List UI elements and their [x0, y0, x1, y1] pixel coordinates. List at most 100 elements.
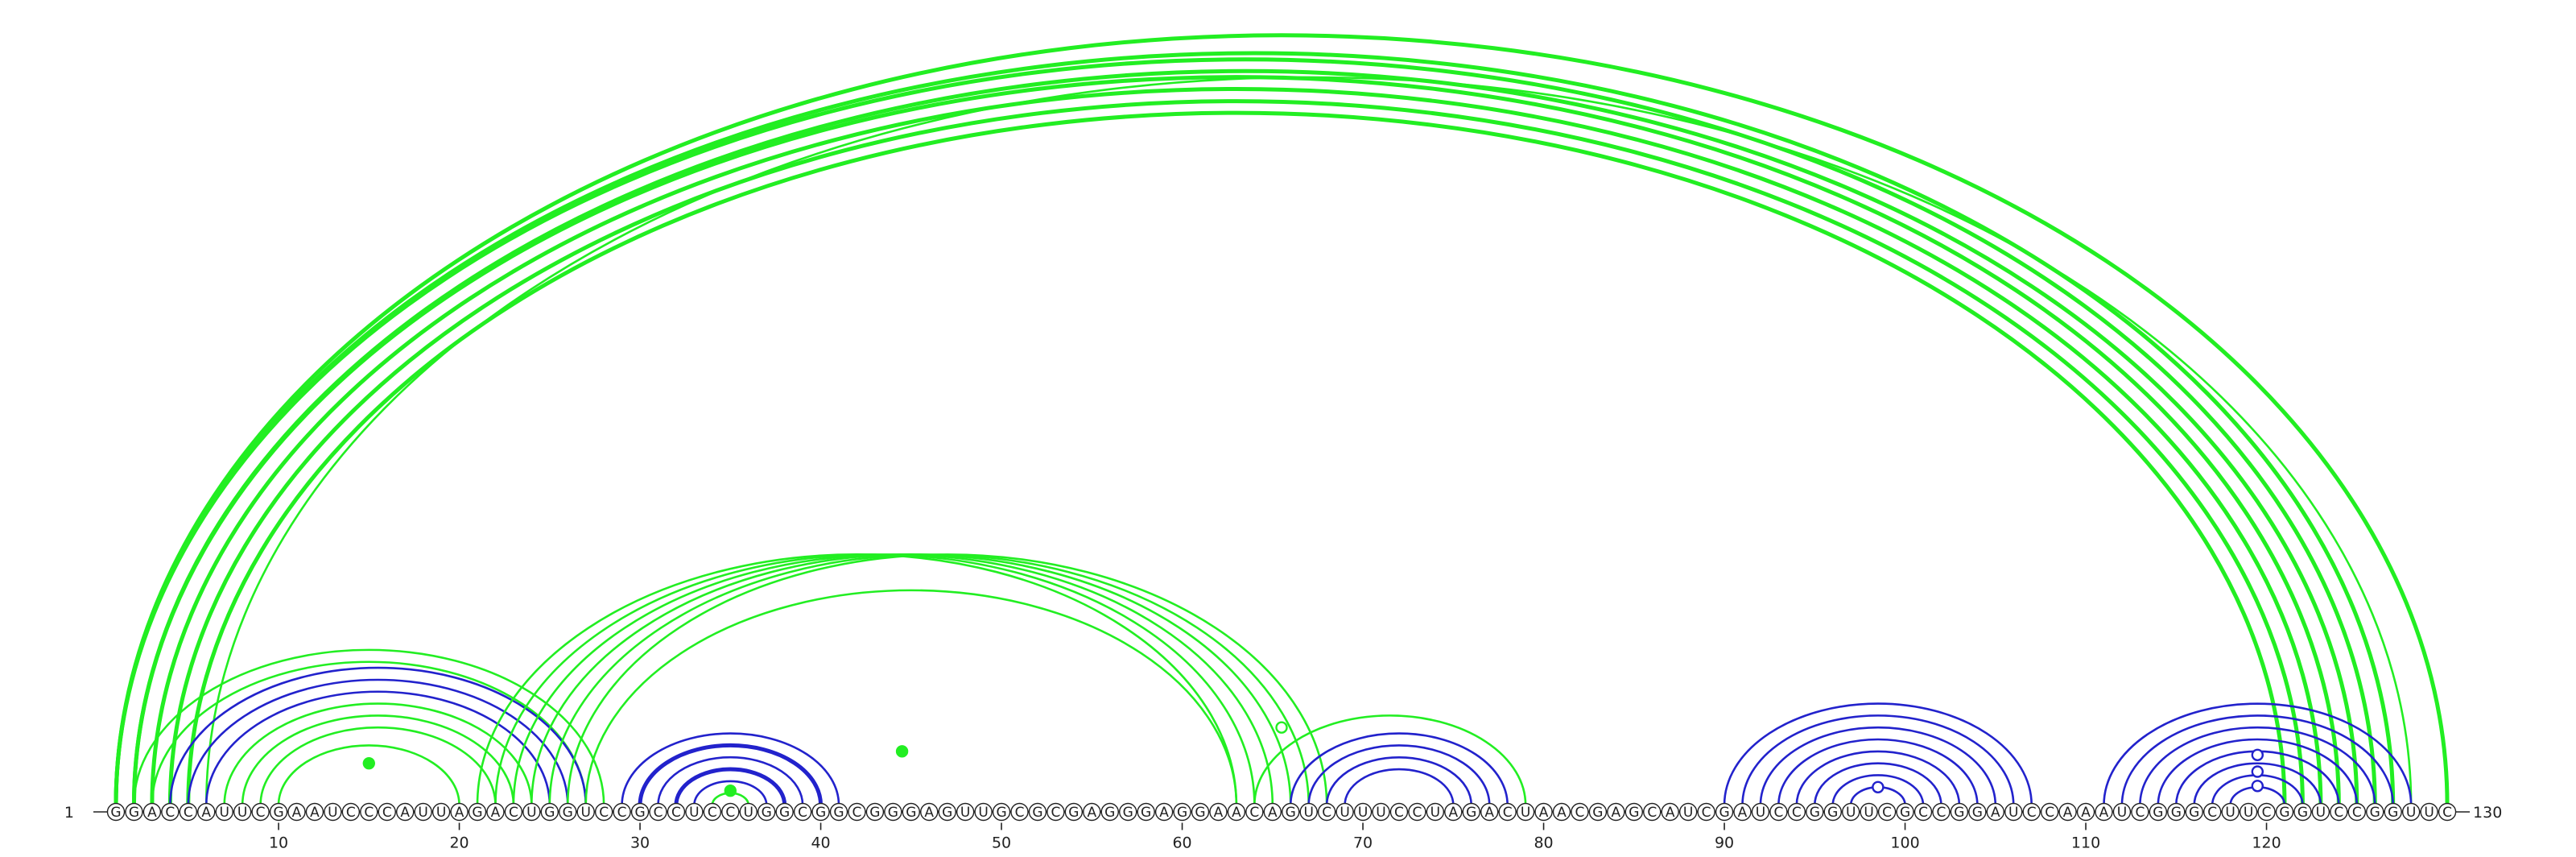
nucleotide: A	[1661, 802, 1679, 822]
arc-23-65	[512, 553, 1274, 805]
svg-text:A: A	[1557, 805, 1567, 821]
svg-text:C: C	[2262, 805, 2272, 821]
svg-text:A: A	[201, 805, 211, 821]
nucleotide: C	[703, 802, 722, 822]
svg-text:A: A	[1087, 805, 1096, 821]
tick-30: 30	[630, 822, 650, 852]
nucleotide: U	[1678, 802, 1698, 822]
svg-text:A: A	[1991, 805, 2000, 821]
arc-3-27	[151, 660, 587, 805]
end-label: 130	[2473, 804, 2502, 822]
svg-text:G: G	[2370, 805, 2380, 821]
svg-text:C: C	[2027, 805, 2037, 821]
svg-text:G: G	[1104, 805, 1115, 821]
svg-text:G: G	[1123, 805, 1133, 821]
nucleotide: G	[902, 802, 921, 822]
svg-text:G: G	[869, 805, 880, 821]
svg-text:U: U	[978, 805, 988, 821]
svg-text:U: U	[1303, 805, 1313, 821]
nucleotide: U	[324, 802, 342, 822]
nucleotide: C	[2131, 802, 2149, 822]
nucleotide: U	[215, 802, 233, 822]
svg-text:G: G	[1629, 805, 1639, 821]
nucleotide: A	[1607, 802, 1625, 822]
nucleotide: G	[1191, 802, 1210, 822]
nucleotide: U	[2112, 802, 2132, 822]
nucleotide: G	[1282, 802, 1300, 822]
nucleotide: A	[1154, 802, 1174, 822]
arc-67-77	[1307, 744, 1491, 805]
nucleotide: C	[1932, 802, 1951, 822]
svg-text:U: U	[2008, 805, 2018, 821]
svg-text:C: C	[599, 805, 609, 821]
svg-text:U: U	[1358, 805, 1368, 821]
arc-114-125	[2157, 738, 2359, 805]
arc-90-107	[1723, 702, 2033, 805]
svg-text:U: U	[1340, 805, 1349, 821]
nucleotide: G	[1806, 802, 1824, 822]
svg-text:U: U	[237, 805, 247, 821]
svg-text:U: U	[1864, 805, 1873, 821]
svg-text:G: G	[833, 805, 844, 821]
nucleotide: A	[486, 802, 505, 822]
arc-marker	[895, 745, 909, 758]
svg-text:G: G	[1719, 805, 1729, 821]
svg-text:C: C	[364, 805, 374, 821]
nucleotide: U	[1841, 802, 1860, 822]
nucleotide: C	[848, 802, 866, 822]
svg-text:G: G	[634, 805, 645, 821]
arc-27-63	[584, 589, 1238, 805]
svg-text:U: U	[1683, 805, 1693, 821]
nucleotide: A	[1534, 802, 1553, 822]
svg-text:A: A	[2099, 805, 2109, 821]
nucleotide: C	[2438, 802, 2457, 822]
arc-3-123	[150, 87, 2323, 805]
nucleotide: G	[1118, 802, 1137, 822]
arc-1-130	[116, 35, 2447, 805]
nucleotide: G	[2293, 802, 2312, 822]
svg-text:G: G	[2279, 805, 2289, 821]
nucleotide: C	[793, 802, 812, 822]
nucleotide: C	[2040, 802, 2059, 822]
svg-text:G: G	[544, 805, 555, 821]
nucleotide: C	[2330, 802, 2348, 822]
nucleotide: C	[1643, 802, 1662, 822]
svg-text:C: C	[1647, 805, 1657, 821]
arc-4-122	[167, 98, 2305, 805]
svg-text:G: G	[779, 805, 790, 821]
arc-8-23	[241, 714, 515, 805]
nucleotide: C	[667, 802, 686, 822]
nucleotide: G	[2149, 802, 2168, 822]
nucleotide: A	[1986, 802, 2005, 822]
svg-text:A: A	[1612, 805, 1621, 821]
svg-text:C: C	[1575, 805, 1585, 821]
svg-text:U: U	[2406, 805, 2416, 821]
svg-text:U: U	[219, 805, 229, 821]
svg-text:C: C	[1918, 805, 1928, 821]
nucleotide: C	[360, 802, 378, 822]
svg-text:C: C	[1051, 805, 1060, 821]
nucleotide: G	[2185, 802, 2203, 822]
tick-90: 90	[1715, 822, 1734, 852]
arc-69-75	[1344, 768, 1455, 805]
nucleotide: C	[1010, 802, 1029, 822]
svg-text:U: U	[960, 805, 970, 821]
nucleotide: G	[1950, 802, 1969, 822]
svg-text:C: C	[1702, 805, 1711, 821]
nucleotide: U	[956, 802, 975, 822]
svg-text:A: A	[400, 805, 410, 821]
svg-text:G: G	[1592, 805, 1603, 821]
nucleotide: A	[2095, 802, 2113, 822]
nucleotide: G	[125, 802, 143, 822]
svg-text:U: U	[418, 805, 427, 821]
nucleotide: U	[2239, 802, 2258, 822]
nucleotide: C	[1408, 802, 1426, 822]
svg-text:G: G	[1286, 805, 1296, 821]
nucleotide: U	[2004, 802, 2023, 822]
svg-text:C: C	[2207, 805, 2217, 821]
svg-text:G: G	[942, 805, 952, 821]
arc-93-104	[1777, 738, 1979, 805]
nucleotide: G	[106, 802, 126, 822]
svg-text:C: C	[509, 805, 518, 821]
svg-text:G: G	[2153, 805, 2163, 821]
